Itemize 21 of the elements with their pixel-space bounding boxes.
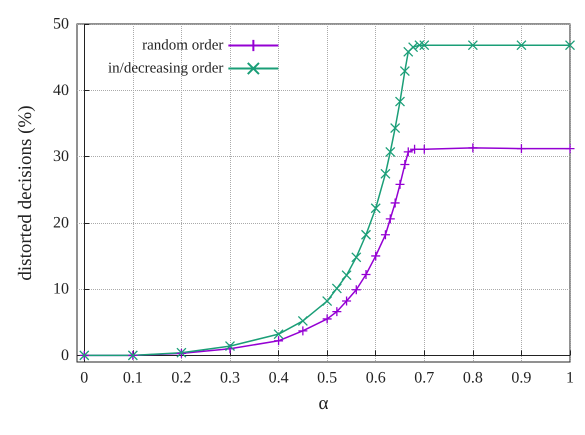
y-tick-label: 50 bbox=[53, 16, 69, 32]
x-tick-label: 0.4 bbox=[268, 370, 289, 386]
y-tick-label: 10 bbox=[53, 280, 69, 298]
x-tick-label: 0.3 bbox=[220, 370, 240, 386]
x-tick-label: 0.5 bbox=[317, 370, 338, 386]
y-tick-label: 20 bbox=[53, 214, 69, 232]
x-tick-label: 0.9 bbox=[511, 370, 532, 386]
x-axis-title: α bbox=[318, 393, 329, 414]
y-axis-title: distorted decisions (%) bbox=[15, 105, 36, 281]
legend-label: in/decreasing order bbox=[108, 60, 224, 76]
x-tick-label: 0.1 bbox=[122, 370, 143, 386]
legend-label: random order bbox=[142, 38, 224, 54]
x-tick-label: 0 bbox=[80, 370, 88, 386]
x-tick-label: 0.2 bbox=[171, 370, 192, 386]
x-tick-label: 0.7 bbox=[414, 370, 434, 386]
x-tick-label: 0.8 bbox=[462, 370, 483, 386]
y-tick-label: 0 bbox=[61, 346, 69, 364]
x-tick-label: 0.6 bbox=[366, 370, 386, 386]
x-tick-label: 1 bbox=[566, 370, 574, 386]
y-tick-label: 40 bbox=[53, 82, 69, 99]
y-tick-label: 30 bbox=[53, 148, 69, 166]
